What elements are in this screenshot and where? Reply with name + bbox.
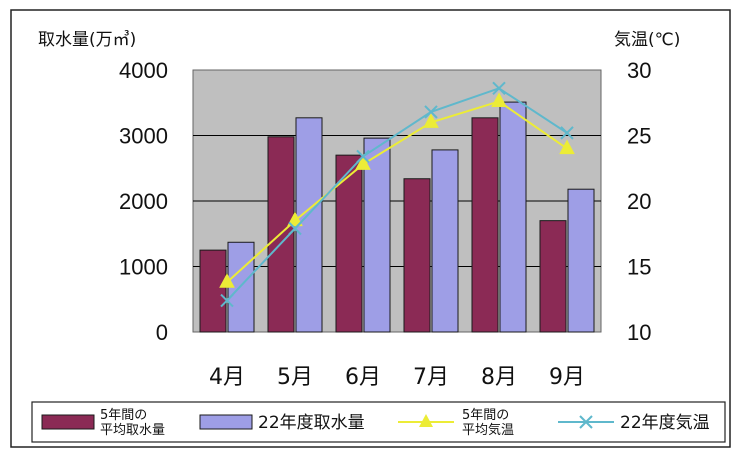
legend-swatch-avg-intake bbox=[41, 414, 95, 430]
point-avg-temp bbox=[491, 92, 507, 107]
point-avg-temp bbox=[559, 139, 575, 155]
category-label: 7月 bbox=[413, 365, 449, 390]
category-label: 4月 bbox=[209, 365, 245, 390]
right-tick-label: 10 bbox=[627, 320, 651, 345]
point-avg-temp bbox=[287, 211, 303, 227]
bar-avg-intake bbox=[471, 117, 499, 333]
legend-label-avg-intake: 平均取水量 bbox=[100, 423, 165, 438]
legend-swatch-fy22-intake bbox=[199, 414, 253, 430]
category-label: 6月 bbox=[345, 365, 381, 390]
left-tick-label: 0 bbox=[156, 320, 168, 345]
bar-avg-intake bbox=[335, 154, 363, 333]
axes-layer: 0 1000 2000 3000 4000 10 15 20 25 30 4月 5月 6月 7月 8月 9月 bbox=[119, 58, 651, 390]
bar-fy22-intake bbox=[567, 188, 595, 333]
bar-fy22-intake bbox=[363, 137, 391, 333]
bar-avg-intake bbox=[403, 178, 431, 333]
point-fy22-temp bbox=[356, 149, 370, 164]
point-fy22-temp-stroke bbox=[560, 126, 574, 140]
left-tick-label: 4000 bbox=[119, 58, 168, 83]
legend-marker-fy22-temp bbox=[579, 415, 593, 429]
line-fy22-temp bbox=[226, 87, 568, 302]
point-avg-temp bbox=[219, 273, 235, 288]
line-avg-temp bbox=[226, 100, 568, 283]
point-fy22-temp-stroke bbox=[492, 81, 506, 96]
bar-avg-intake bbox=[539, 220, 567, 333]
point-fy22-temp bbox=[560, 126, 574, 140]
legend-label-fy22-intake: 22年度取水量 bbox=[258, 413, 365, 433]
bar-avg-intake bbox=[199, 249, 227, 333]
point-fy22-temp-stroke bbox=[288, 221, 302, 236]
category-label: 9月 bbox=[549, 365, 585, 390]
point-fy22-temp-stroke bbox=[424, 105, 438, 119]
lines-layer bbox=[219, 81, 575, 308]
point-fy22-temp bbox=[424, 105, 438, 119]
right-tick-label: 15 bbox=[627, 255, 651, 280]
legend-label-fy22-temp: 22年度気温 bbox=[620, 413, 710, 433]
left-axis-title: 取水量(万㎥) bbox=[38, 30, 136, 50]
bar-fy22-intake bbox=[499, 101, 527, 333]
point-fy22-temp bbox=[288, 221, 302, 236]
category-label: 8月 bbox=[481, 365, 517, 390]
left-tick-label: 2000 bbox=[119, 189, 168, 214]
right-axis-title: 気温(℃) bbox=[614, 30, 680, 50]
point-fy22-temp bbox=[492, 81, 506, 96]
point-avg-temp bbox=[355, 155, 371, 170]
left-tick-label: 1000 bbox=[119, 255, 168, 280]
category-label: 5月 bbox=[277, 365, 313, 390]
point-fy22-temp-stroke bbox=[220, 293, 234, 308]
right-tick-label: 20 bbox=[627, 189, 651, 214]
legend-marker-avg-temp bbox=[419, 414, 433, 427]
point-fy22-temp bbox=[220, 293, 234, 308]
bar-fy22-intake bbox=[431, 149, 459, 333]
legend-label-avg-intake: 5年間の bbox=[100, 408, 147, 423]
point-avg-temp bbox=[423, 113, 439, 128]
legend-label-avg-temp: 平均気温 bbox=[462, 422, 514, 438]
left-tick-label: 3000 bbox=[119, 124, 168, 149]
legend-label-avg-temp: 5年間の bbox=[462, 408, 509, 423]
grid-layer bbox=[193, 135, 601, 267]
point-fy22-temp-stroke bbox=[356, 149, 370, 164]
right-tick-label: 25 bbox=[627, 124, 651, 149]
right-tick-label: 30 bbox=[627, 58, 651, 83]
